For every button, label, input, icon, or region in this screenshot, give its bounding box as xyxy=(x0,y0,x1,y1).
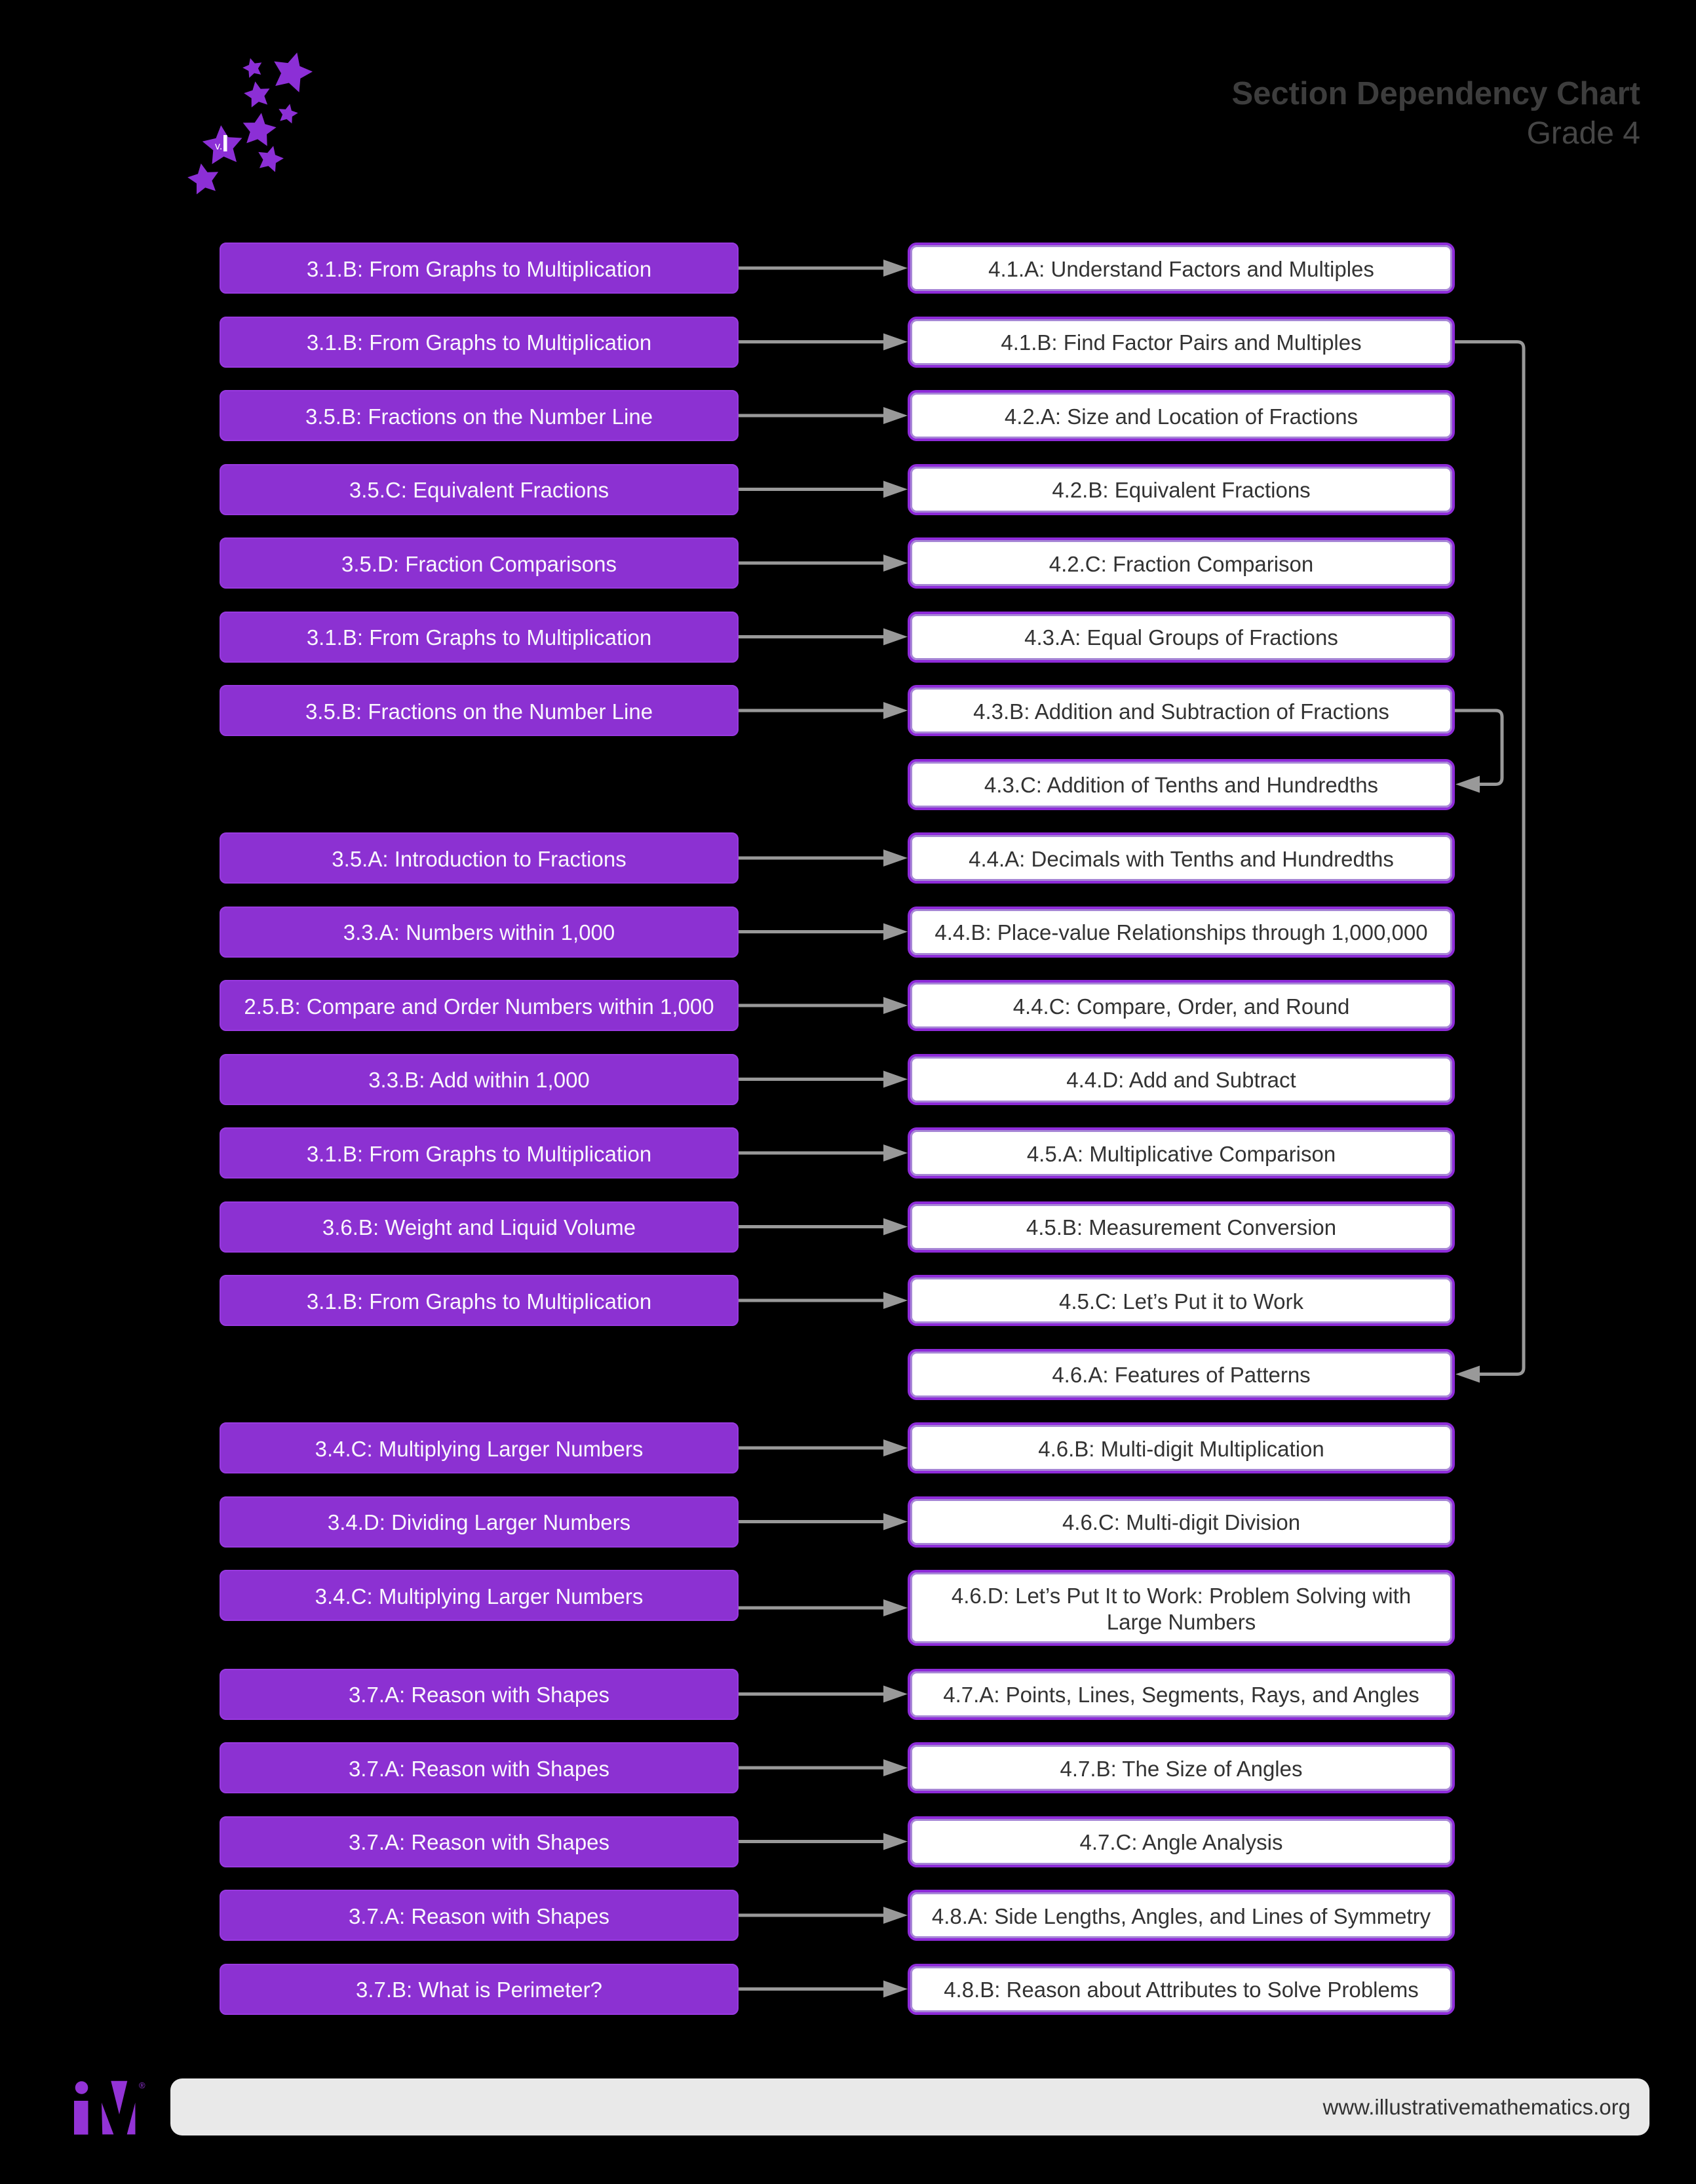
svg-text:v.: v. xyxy=(215,141,222,152)
svg-text:®: ® xyxy=(139,2080,145,2090)
